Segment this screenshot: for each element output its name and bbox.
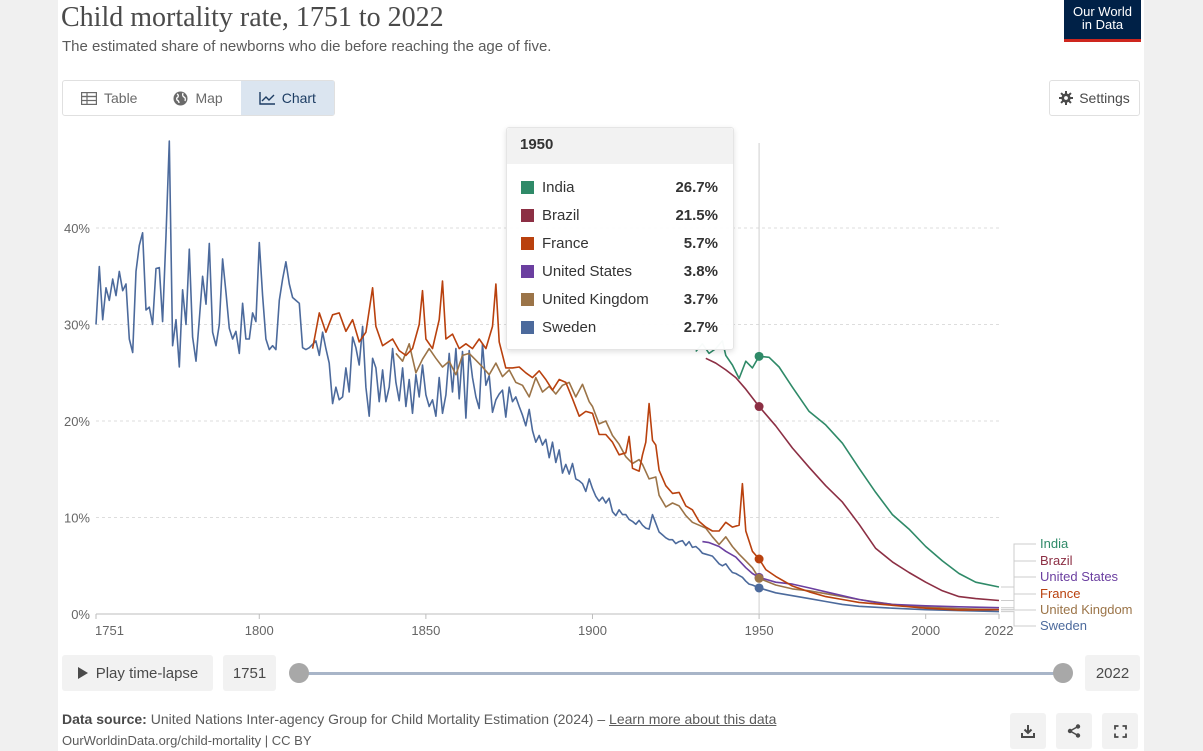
end-label: United States: [1040, 569, 1119, 584]
tooltip-row-united-states: United States 3.8%: [507, 257, 733, 285]
series-line-sweden: [95, 140, 1000, 613]
tooltip-row-united-kingdom: United Kingdom 3.7%: [507, 285, 733, 313]
timeline-track[interactable]: [300, 672, 1064, 675]
fullscreen-icon: [1113, 724, 1127, 738]
tab-map-label: Map: [195, 90, 223, 106]
line-chart-icon: [259, 91, 275, 105]
x-tick-label: 2000: [911, 623, 940, 638]
legend-swatch: [521, 292, 534, 306]
chart-url-license[interactable]: OurWorldinData.org/child-mortality | CC …: [62, 733, 312, 748]
tooltip-row-france: France 5.7%: [507, 229, 733, 257]
hover-point-sweden: [754, 583, 764, 593]
x-tick-label: 1751: [95, 623, 124, 638]
tab-chart-label: Chart: [281, 90, 316, 106]
tooltip-value: 26.7%: [675, 178, 718, 196]
tooltip-value: 3.7%: [683, 290, 718, 308]
tooltip-row-india: India 26.7%: [507, 173, 733, 201]
tooltip-country: United Kingdom: [542, 290, 649, 308]
tab-chart[interactable]: Chart: [240, 81, 334, 115]
tooltip-country: France: [542, 234, 589, 252]
tab-table[interactable]: Table: [63, 81, 155, 115]
tooltip-row-brazil: Brazil 21.5%: [507, 201, 733, 229]
x-tick-label: 1950: [745, 623, 774, 638]
legend-swatch: [521, 320, 534, 334]
series-line-united-states: [702, 540, 1000, 609]
legend-swatch: [521, 236, 534, 250]
tooltip-country: Brazil: [542, 206, 580, 224]
tooltip-value: 2.7%: [683, 318, 718, 336]
timeline-end-year[interactable]: 2022: [1085, 655, 1140, 691]
end-label-connector: [1001, 543, 1036, 588]
timeline-start-year[interactable]: 1751: [223, 655, 276, 691]
play-icon: [77, 667, 88, 679]
x-tick-label: 1850: [411, 623, 440, 638]
download-icon: [1021, 725, 1035, 738]
end-label-connector: [1001, 576, 1036, 609]
tooltip-country: India: [542, 178, 575, 196]
page-title: Child mortality rate, 1751 to 2022: [61, 2, 444, 33]
globe-icon: [173, 91, 188, 105]
download-button[interactable]: [1010, 713, 1046, 749]
settings-button[interactable]: Settings: [1049, 80, 1140, 116]
learn-more-link[interactable]: Learn more about this data: [609, 711, 777, 727]
end-label: Brazil: [1040, 553, 1073, 568]
y-tick-label: 10%: [64, 511, 90, 526]
settings-label: Settings: [1079, 90, 1130, 106]
owid-logo[interactable]: Our World in Data: [1064, 0, 1141, 42]
share-icon: [1067, 724, 1081, 738]
tab-table-label: Table: [104, 90, 138, 106]
fullscreen-button[interactable]: [1102, 713, 1138, 749]
timeline-start-handle[interactable]: [289, 663, 309, 683]
series-line-united-kingdom: [395, 342, 1000, 611]
y-tick-label: 30%: [64, 318, 90, 333]
hover-tooltip: 1950 India 26.7% Brazil 21.5% France 5.7% U…: [506, 127, 734, 350]
hover-point-united-kingdom: [754, 573, 764, 583]
y-tick-label: 0%: [71, 607, 90, 622]
x-tick-label: 1900: [578, 623, 607, 638]
logo-line-1: Our World: [1073, 4, 1132, 19]
data-source-text: United Nations Inter-agency Group for Ch…: [150, 711, 606, 727]
logo-line-2: in Data: [1081, 17, 1124, 32]
x-tick-label: 1800: [245, 623, 274, 638]
page-subtitle: The estimated share of newborns who die …: [62, 38, 552, 55]
tab-map[interactable]: Map: [155, 81, 240, 115]
end-label: France: [1040, 586, 1080, 601]
data-source-line: Data source: United Nations Inter-agency…: [62, 711, 776, 727]
tooltip-year: 1950: [507, 128, 733, 164]
gear-icon: [1059, 91, 1074, 105]
end-label-connector: [1001, 611, 1036, 627]
end-label: India: [1040, 536, 1069, 551]
tooltip-row-sweden: Sweden 2.7%: [507, 313, 733, 341]
end-label: United Kingdom: [1040, 602, 1133, 617]
play-label: Play time-lapse: [95, 664, 199, 682]
y-tick-label: 40%: [64, 221, 90, 236]
legend-swatch: [521, 264, 534, 278]
legend-swatch: [521, 208, 534, 222]
x-tick-label: 2022: [985, 623, 1014, 638]
chart-card: [58, 0, 1144, 751]
share-button[interactable]: [1056, 713, 1092, 749]
hover-point-india: [754, 351, 764, 361]
tooltip-value: 5.7%: [683, 234, 718, 252]
hover-point-france: [754, 554, 764, 564]
series-line-brazil: [705, 357, 1000, 602]
end-label: Sweden: [1040, 618, 1087, 633]
tooltip-value: 3.8%: [683, 262, 718, 280]
series-line-france: [311, 280, 1000, 611]
timeline-end-handle[interactable]: [1053, 663, 1073, 683]
table-icon: [81, 91, 97, 105]
tooltip-country: Sweden: [542, 318, 597, 336]
view-tabs: Table Map Chart: [62, 80, 335, 116]
tooltip-value: 21.5%: [675, 206, 718, 224]
legend-swatch: [521, 180, 534, 194]
hover-point-brazil: [754, 402, 764, 412]
series-line-india: [695, 340, 1000, 588]
y-tick-label: 20%: [64, 414, 90, 429]
data-source-label: Data source:: [62, 711, 147, 727]
play-timelapse-button[interactable]: Play time-lapse: [62, 655, 213, 691]
end-label-connector: [1001, 560, 1036, 601]
tooltip-country: United States: [542, 262, 633, 280]
